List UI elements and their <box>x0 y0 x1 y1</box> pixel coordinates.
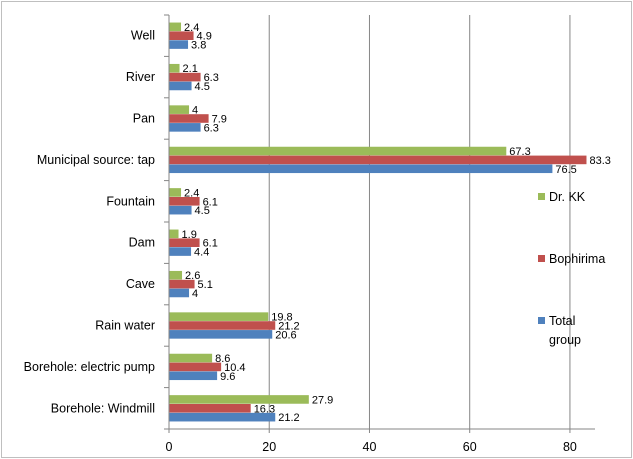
data-label: 19.8 <box>271 312 292 324</box>
x-tick-label: 80 <box>563 440 577 454</box>
bar <box>169 404 251 413</box>
data-label: 6.3 <box>204 122 219 134</box>
data-label: 1.9 <box>182 229 197 241</box>
category-label: River <box>126 70 155 84</box>
bar <box>169 247 192 256</box>
data-label: 2.4 <box>184 187 199 199</box>
bar <box>169 205 192 215</box>
data-label: 4 <box>192 288 198 300</box>
x-tick-label: 0 <box>166 440 173 454</box>
data-label: 4.4 <box>194 247 209 259</box>
data-label: 83.3 <box>589 155 610 167</box>
bar <box>169 312 269 321</box>
data-label: 6.1 <box>203 238 218 250</box>
bar <box>169 353 213 363</box>
bar <box>169 229 179 239</box>
bar <box>169 270 183 280</box>
data-label: 4.5 <box>195 205 210 217</box>
data-label: 2.6 <box>185 270 200 282</box>
bar <box>169 279 195 289</box>
legend-swatch <box>538 193 545 200</box>
bar <box>169 164 553 174</box>
legend: Dr. KK Bophirima Total group <box>538 190 605 347</box>
bar <box>169 155 587 165</box>
bar <box>169 321 276 330</box>
bar <box>169 395 309 404</box>
data-label: 21.2 <box>278 412 299 424</box>
legend-label: group <box>549 333 581 347</box>
x-tick-label: 40 <box>363 440 377 454</box>
data-label: 6.3 <box>204 72 219 84</box>
category-label: Municipal source: tap <box>37 153 155 167</box>
category-label: Fountain <box>106 194 155 208</box>
bar <box>169 123 201 132</box>
category-label: Well <box>131 29 155 43</box>
data-label: 10.4 <box>224 362 245 374</box>
bar <box>169 81 192 91</box>
data-label: 4.5 <box>195 81 210 93</box>
data-label: 3.8 <box>191 40 206 52</box>
bar <box>169 105 190 114</box>
bar <box>169 40 189 49</box>
data-label: 6.1 <box>203 196 218 208</box>
data-label: 27.9 <box>312 394 333 406</box>
labels: 0 20 40 60 80 Well River Pan Municipal source: t… <box>24 22 611 454</box>
category-label: Dam <box>129 236 155 250</box>
gridlines <box>268 15 571 429</box>
bar <box>169 63 180 73</box>
legend-swatch <box>538 255 545 262</box>
data-label: 2.4 <box>184 22 199 34</box>
bar <box>169 330 273 339</box>
bar <box>169 371 218 381</box>
bar <box>169 22 182 32</box>
data-label: 4.9 <box>197 31 212 43</box>
x-tick-label: 20 <box>262 440 276 454</box>
category-label: Cave <box>126 277 155 291</box>
data-label: 9.6 <box>220 371 235 383</box>
bar <box>169 197 200 206</box>
data-label: 76.5 <box>555 164 576 176</box>
data-label: 67.3 <box>509 146 530 158</box>
data-label: 5.1 <box>198 279 213 291</box>
legend-label: Total <box>549 314 575 328</box>
bar <box>169 362 222 372</box>
data-label: 20.6 <box>275 329 296 341</box>
bars <box>169 22 587 422</box>
category-label: Borehole: Windmill <box>51 401 155 415</box>
bar <box>169 114 209 123</box>
bar <box>169 146 507 156</box>
data-label: 7.9 <box>212 114 227 126</box>
data-label: 21.2 <box>278 321 299 333</box>
category-label: Pan <box>133 112 155 126</box>
data-label: 8.6 <box>215 353 230 365</box>
legend-label: Dr. KK <box>549 190 586 204</box>
data-label: 4 <box>192 105 198 117</box>
bar <box>169 412 276 422</box>
bar <box>169 288 190 298</box>
bar <box>169 188 182 197</box>
bar <box>169 238 200 247</box>
category-label: Borehole: electric pump <box>24 360 155 374</box>
legend-swatch <box>538 317 545 324</box>
data-label: 16.3 <box>254 403 275 415</box>
data-label: 2.1 <box>183 63 198 75</box>
category-label: Rain water <box>95 319 155 333</box>
bar <box>169 72 201 82</box>
bar <box>169 31 194 40</box>
x-tick-label: 60 <box>463 440 477 454</box>
axes <box>164 14 595 433</box>
legend-label: Bophirima <box>549 252 605 266</box>
